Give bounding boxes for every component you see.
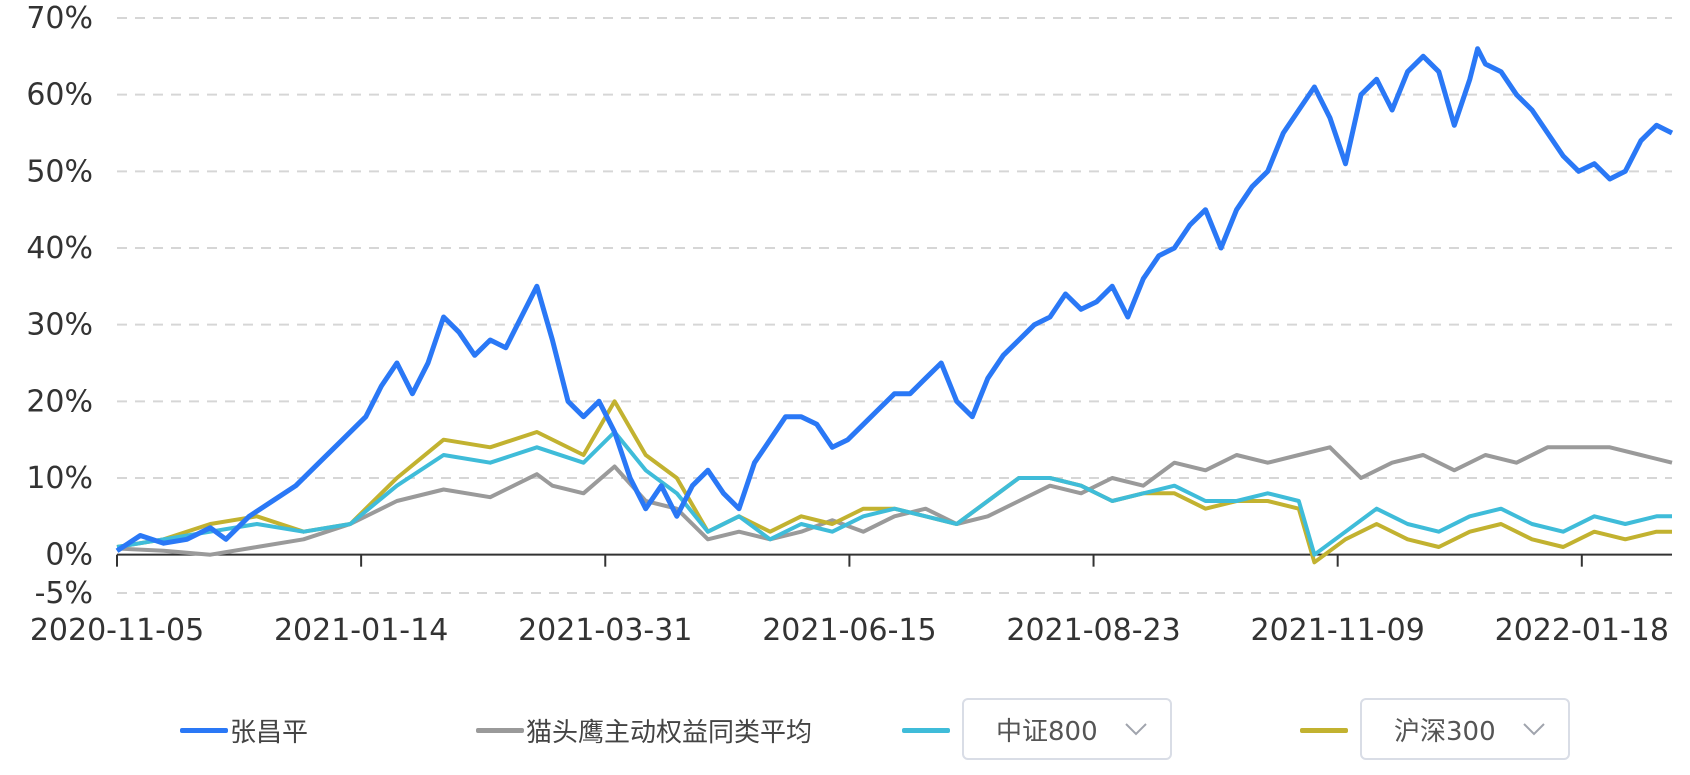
series-line-2 — [116, 430, 1672, 557]
benchmark-select-csi800[interactable]: 中证800 — [962, 698, 1172, 760]
y-tick-label: 30% — [26, 308, 93, 343]
x-tick-label: 2021-06-15 — [762, 613, 936, 648]
benchmark-select-hs300[interactable]: 沪深300 — [1360, 698, 1570, 760]
legend-swatch — [1300, 727, 1348, 733]
y-tick-label: 40% — [26, 231, 93, 266]
y-tick-label: 10% — [26, 461, 93, 496]
grid-lines — [117, 17, 1672, 594]
legend-item-hs300 — [1300, 690, 1348, 770]
select-value: 中证800 — [996, 716, 1098, 747]
x-tick-label: 2021-03-31 — [518, 613, 692, 648]
y-tick-label: -5% — [35, 576, 93, 611]
legend-swatch — [902, 727, 950, 733]
legend-swatch — [180, 727, 228, 733]
legend-label: 猫头鹰主动权益同类平均 — [526, 717, 813, 748]
x-axis: 2020-11-05 2021-01-14 2021-03-31 2021-06-15… — [30, 553, 1672, 648]
line-chart: 70%60%50%40%30%20%10%0%-5% 2020-11-05 202… — [26, 1, 1674, 648]
x-tick-label: 2020-11-05 — [30, 613, 204, 648]
legend-item-csi800 — [902, 690, 950, 770]
chevron-down-icon — [1522, 723, 1545, 736]
x-tick-label: 2022-01-18 — [1495, 613, 1669, 648]
y-tick-label: 20% — [26, 384, 93, 419]
legend-item-peer-average[interactable]: 猫头鹰主动权益同类平均 — [476, 690, 812, 770]
legend-label: 张昌平 — [230, 717, 309, 748]
y-tick-label: 50% — [26, 154, 93, 189]
y-tick-label: 60% — [26, 78, 93, 113]
series-lines — [115, 46, 1674, 565]
x-tick-label: 2021-01-14 — [274, 613, 448, 648]
chevron-down-icon — [1124, 723, 1147, 736]
series-line-1 — [116, 445, 1673, 557]
select-value: 沪深300 — [1394, 716, 1496, 747]
y-tick-label: 0% — [45, 538, 93, 573]
legend: 张昌平 猫头鹰主动权益同类平均 中证800 沪深300 — [0, 690, 1690, 770]
series-line-0 — [115, 46, 1674, 553]
x-tick-label: 2021-11-09 — [1250, 613, 1424, 648]
y-axis-ticks: 70% 60% 50% 40% 30% 20% 10% 0%-5% — [26, 1, 93, 611]
series-line-3 — [116, 399, 1672, 565]
y-tick-label: 70% — [26, 1, 93, 36]
legend-swatch — [476, 727, 524, 733]
legend-item-zhangchangping[interactable]: 张昌平 — [180, 690, 308, 770]
x-tick-label: 2021-08-23 — [1006, 613, 1180, 648]
